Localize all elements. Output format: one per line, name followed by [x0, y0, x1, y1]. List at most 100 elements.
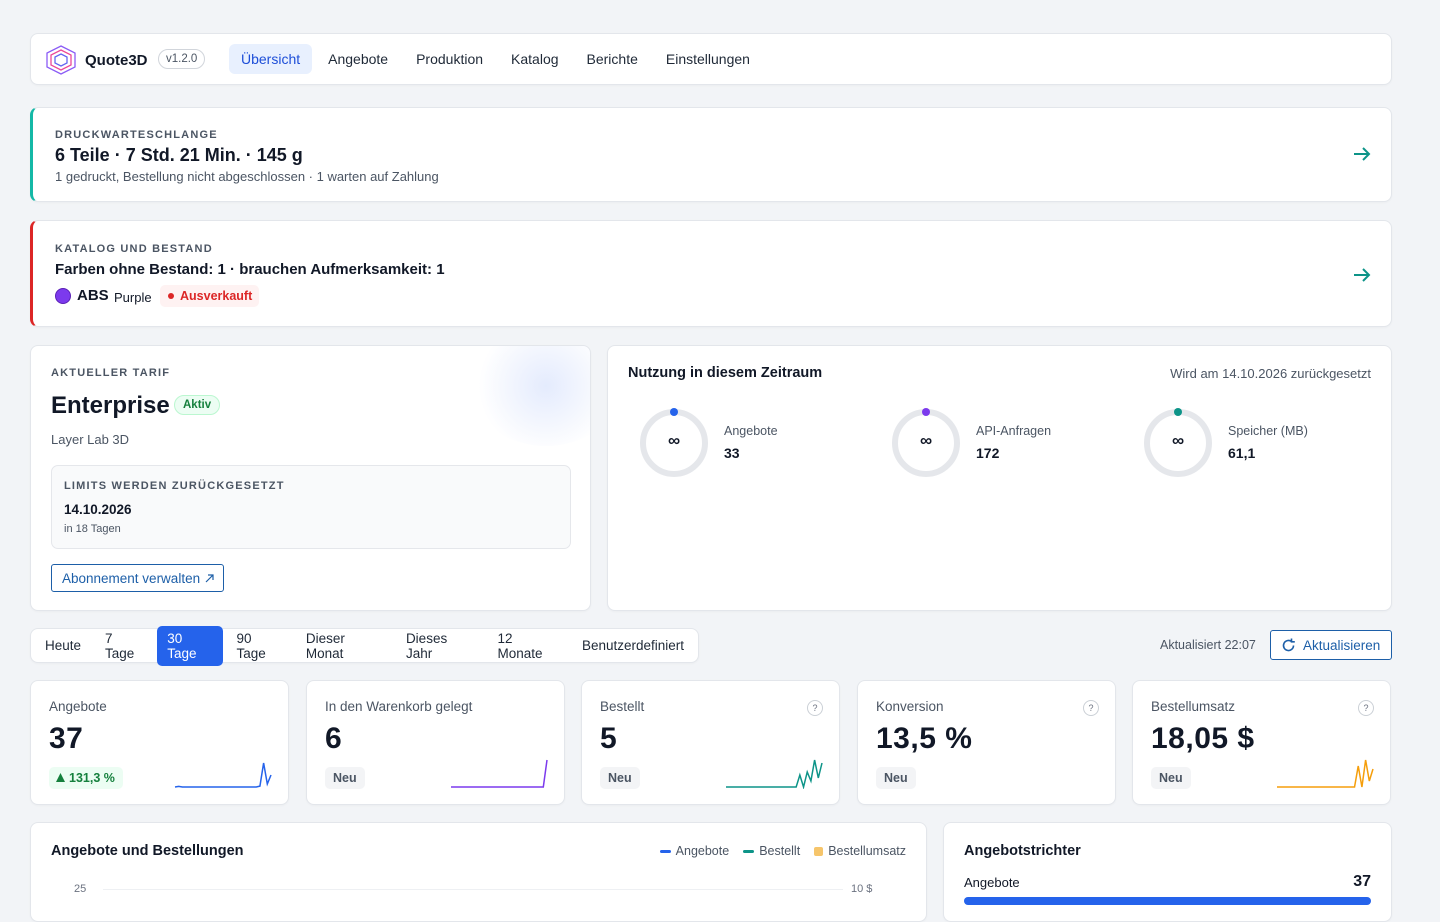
help-icon: ? [1083, 700, 1099, 716]
legend-item[interactable]: Bestellt [743, 844, 800, 858]
kpi-value: 18,05 $ [1151, 722, 1255, 755]
funnel-value: 37 [1353, 873, 1371, 890]
up-icon [56, 773, 65, 782]
updated: Aktualisiert 22:07 [1160, 638, 1256, 652]
y-tick-left: 25 [74, 883, 87, 895]
range-picker: Heute 7 Tage 30 Tage 90 Tage Dieser Monat Die… [30, 625, 699, 666]
range-option[interactable]: 12 Monate [497, 630, 543, 661]
delta-text: Neu [1159, 771, 1183, 785]
meter-label: Angebote [724, 424, 778, 438]
kpi-delta: Neu [876, 767, 916, 789]
kpi-delta: Neu [600, 767, 640, 789]
range-option[interactable]: Dieses Jahr [405, 630, 448, 661]
funnel-bar [964, 897, 1371, 905]
legend-text: Bestellumsatz [828, 844, 906, 858]
material: ABS [77, 287, 109, 304]
kpi-card: Angebote 37 131,3 % [30, 680, 289, 805]
delta-text: Neu [884, 771, 908, 785]
meter-value: 172 [976, 445, 1000, 461]
kpi-card: Bestellumsatz? 18,05 $ Neu [1132, 680, 1391, 805]
catalog-card[interactable]: KATALOG UND BESTAND Farben ohne Bestand:… [30, 220, 1392, 327]
nav-item[interactable]: Übersicht [229, 44, 313, 74]
meter-symbol: ∞ [919, 431, 933, 450]
legend-text: Angebote [675, 844, 730, 858]
nav-item[interactable]: Einstellungen [665, 51, 750, 67]
kpi-label: Bestellt [600, 699, 645, 714]
queue-card[interactable]: DRUCKWARTESCHLANGE 6 Teile · 7 Std. 21 M… [30, 107, 1392, 202]
ring-dot [1174, 408, 1182, 416]
refresh-button[interactable]: Aktualisieren [1270, 630, 1392, 660]
legend-text: Bestellt [759, 844, 801, 858]
kpi-card: Konversion? 13,5 % Neu [857, 680, 1116, 805]
top-nav: Quote3D v1.2.0 Übersicht Angebote Produkti… [30, 33, 1392, 85]
meter-ring [1144, 408, 1212, 477]
sparkline [174, 762, 272, 788]
nav-items: Übersicht Angebote Produktion Katalog Berich… [229, 44, 766, 74]
delta-text: Neu [333, 771, 357, 785]
meter-value: 61,1 [1228, 445, 1256, 461]
legend-item[interactable]: Bestellumsatz [814, 844, 906, 858]
kpi-value: 5 [600, 722, 618, 755]
meter-label: API-Anfragen [976, 424, 1052, 438]
meter-symbol: ∞ [667, 431, 681, 450]
legend-item[interactable]: Angebote [659, 844, 730, 858]
kpi-label: Konversion [876, 699, 944, 714]
ring-dot [670, 408, 678, 416]
meter-ring [640, 408, 708, 477]
label: DRUCKWARTESCHLANGE [55, 129, 218, 141]
nav-item[interactable]: Katalog [511, 51, 559, 67]
plan-card: AKTUELLER TARIF Enterprise Aktiv Layer L… [30, 345, 591, 611]
help-icon: ? [1358, 700, 1374, 716]
refresh-text: Aktualisieren [1303, 638, 1381, 653]
button-text: Abonnement verwalten [62, 571, 201, 586]
legend-swatch [659, 849, 671, 853]
nav-item[interactable]: Berichte [586, 51, 638, 67]
brand: Quote3D [85, 52, 148, 69]
range-option[interactable]: 30 Tage [157, 625, 223, 666]
arrow [1354, 268, 1371, 282]
kpi-value: 13,5 % [876, 722, 973, 755]
kpi-card: In den Warenkorb gelegt 6 Neu [306, 680, 565, 805]
color-name: Purple [114, 290, 152, 305]
status-text: Ausverkauft [180, 289, 253, 303]
plan-name: Enterprise [51, 392, 170, 419]
logo [46, 45, 76, 75]
range-option[interactable]: Benutzerdefiniert [581, 638, 684, 653]
kpi-card: Bestellt? 5 Neu [581, 680, 840, 805]
legend: Angebote Bestellt Bestellumsatz [659, 844, 906, 858]
meter-value: 33 [724, 445, 740, 461]
sparkline [1277, 759, 1374, 788]
reset-note: Wird am 14.10.2026 zurückgesetzt [1170, 366, 1371, 381]
grid-line [103, 889, 843, 890]
range-option[interactable]: Dieser Monat [305, 630, 345, 661]
manage-button[interactable]: Abonnement verwalten [51, 564, 224, 592]
reset-box: LIMITS WERDEN ZURÜCKGESETZT 14.10.2026 i… [51, 465, 571, 549]
title: Nutzung in diesem Zeitraum [628, 365, 823, 381]
range-option[interactable]: 90 Tage [236, 630, 266, 661]
meter-symbol: ∞ [1171, 431, 1185, 450]
nav-item[interactable]: Produktion [416, 51, 484, 67]
delta-text: 131,3 % [69, 771, 115, 785]
trend-line [726, 759, 823, 789]
kpi-label: Angebote [49, 699, 107, 714]
range-option[interactable]: 7 Tage [105, 630, 135, 661]
reset-in: in 18 Tagen [64, 523, 121, 535]
arrow [1354, 147, 1371, 161]
title: Farben ohne Bestand: 1 · brauchen Aufmer… [55, 261, 445, 278]
kpi-label: Bestellumsatz [1151, 699, 1236, 714]
legend-swatch [814, 846, 824, 856]
status: Ausverkauft [160, 285, 260, 307]
nav-item[interactable]: Angebote [328, 51, 389, 67]
sparkline [451, 759, 548, 788]
delta-text: Neu [608, 771, 632, 785]
kpi-delta: Neu [1151, 767, 1191, 789]
trend-line [451, 759, 548, 788]
range-option[interactable]: Heute [45, 638, 82, 653]
meter-ring [892, 408, 960, 477]
trend-line [1277, 759, 1374, 788]
kpi-delta: Neu [325, 767, 365, 789]
y-tick-right: 10 $ [851, 883, 873, 895]
badge: Aktiv [174, 395, 221, 415]
version: v1.2.0 [158, 49, 206, 69]
color-swatch [55, 288, 71, 304]
